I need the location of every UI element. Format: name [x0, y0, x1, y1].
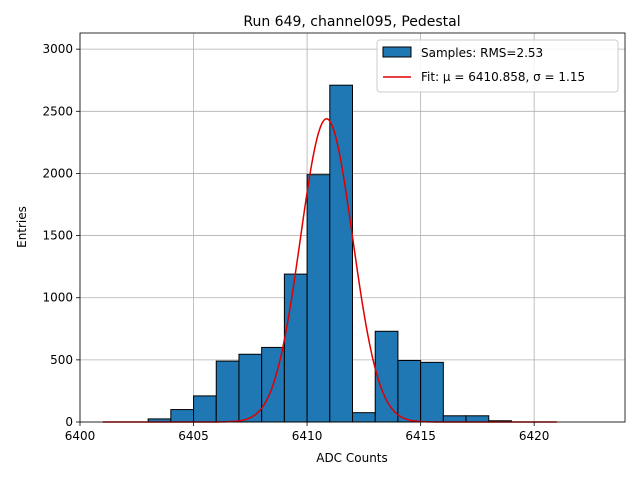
y-tick-label: 500 — [50, 353, 73, 367]
y-axis-ticks: 0 500 1000 1500 2000 2500 3000 — [42, 42, 80, 429]
x-axis-ticks: 6400 6405 6410 6415 6420 — [65, 422, 550, 443]
histogram-bar — [283, 273, 308, 423]
x-tick-label: 6420 — [519, 429, 550, 443]
chart-title: Run 649, channel095, Pedestal — [243, 14, 460, 30]
y-tick-label: 3000 — [42, 42, 73, 56]
histogram-bar — [374, 330, 399, 423]
histogram-bars — [147, 84, 512, 423]
y-tick-label: 0 — [65, 415, 73, 429]
x-axis-label: ADC Counts — [316, 451, 388, 465]
x-tick-label: 6415 — [405, 429, 436, 443]
legend: Samples: RMS=2.53 Fit: μ = 6410.858, σ =… — [376, 39, 619, 93]
histogram-bar — [215, 360, 240, 423]
histogram-bar — [329, 84, 353, 423]
y-tick-label: 2500 — [42, 104, 73, 118]
histogram-bar — [193, 395, 217, 423]
histogram-bar — [306, 174, 331, 423]
histogram-bar — [420, 361, 444, 423]
y-axis-label: Entries — [15, 206, 29, 248]
legend-swatch-samples — [382, 46, 412, 58]
y-tick-label: 2000 — [42, 166, 73, 180]
legend-box — [376, 39, 619, 93]
x-tick-label: 6405 — [178, 429, 209, 443]
histogram-bar — [465, 415, 490, 423]
histogram-bar — [397, 359, 422, 423]
x-tick-label: 6400 — [65, 429, 96, 443]
histogram-bar — [170, 409, 195, 423]
y-tick-label: 1500 — [42, 229, 73, 243]
y-tick-label: 1000 — [42, 291, 73, 305]
legend-label-fit: Fit: μ = 6410.858, σ = 1.15 — [421, 70, 585, 84]
histogram-bar — [352, 412, 376, 423]
histogram-bar — [442, 415, 467, 423]
legend-label-samples: Samples: RMS=2.53 — [421, 46, 543, 60]
plot-frame — [79, 32, 626, 423]
x-tick-label: 6410 — [292, 429, 323, 443]
